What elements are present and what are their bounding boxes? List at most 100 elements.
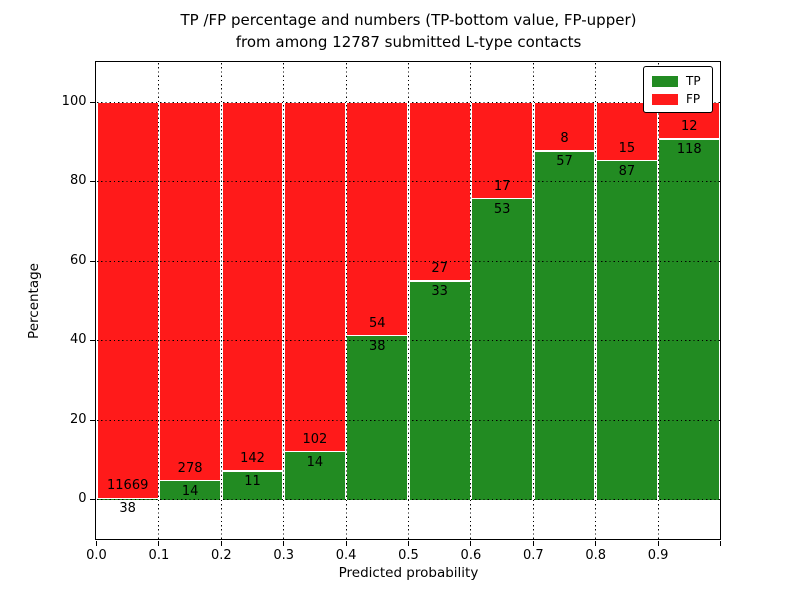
x-tick-label: 0.5 — [398, 547, 419, 563]
x-tick-label: 0.0 — [86, 547, 107, 563]
bar-edge-boundary — [283, 451, 347, 453]
bar-segment-tp — [408, 281, 471, 500]
bar-label-tp: 11 — [244, 474, 261, 490]
x-tick-mark — [345, 541, 347, 546]
x-axis-label: Predicted probability — [338, 565, 479, 581]
bar-segment-fp — [533, 102, 596, 152]
y-tick-mark — [90, 181, 95, 183]
bar-edge-boundary — [158, 479, 222, 482]
x-tick-label: 0.9 — [647, 547, 669, 563]
bar-edge-right — [531, 102, 534, 500]
gridline-vertical — [407, 62, 410, 540]
bar-edge-boundary — [408, 280, 471, 282]
x-tick-mark — [719, 541, 722, 546]
bar-edge-right — [469, 102, 471, 500]
bar-edge-right — [282, 102, 284, 500]
x-tick-label: 0.1 — [148, 547, 170, 563]
gridline-vertical — [470, 62, 472, 540]
y-tick-mark — [90, 101, 95, 103]
bar-label-tp: 118 — [676, 141, 702, 157]
bar-edge-left — [408, 102, 410, 500]
bar-segment-fp — [96, 102, 159, 499]
x-tick-label: 0.7 — [522, 547, 544, 563]
gridline-vertical — [345, 62, 347, 540]
bar-segment-fp — [408, 102, 471, 282]
bar-segment-fp — [158, 102, 222, 481]
x-tick-mark — [95, 541, 98, 546]
bar-label-tp: 87 — [618, 163, 636, 179]
gridline-vertical — [220, 62, 222, 540]
y-tick-mark — [90, 340, 95, 342]
gridline-vertical — [595, 62, 597, 540]
legend-item-fp: FP — [652, 90, 712, 108]
bar-edge-left — [595, 102, 598, 500]
bar-label-tp: 14 — [306, 454, 324, 470]
x-tick-mark — [283, 541, 285, 546]
bar-edge-right — [157, 102, 159, 500]
x-tick-label: 0.8 — [585, 547, 607, 563]
legend-swatch-tp — [652, 75, 678, 87]
bar-label-fp: 11669 — [107, 478, 149, 494]
chart-title-line1: TP /FP percentage and numbers (TP-bottom… — [180, 11, 637, 29]
bar-edge-right — [407, 102, 409, 500]
legend-label: TP — [686, 74, 701, 88]
bar-edge-boundary — [470, 198, 534, 200]
bar-edge-boundary — [533, 150, 596, 152]
bar-label-fp: 142 — [240, 451, 265, 467]
gridline-vertical — [283, 62, 285, 540]
bar-segment-tp — [346, 335, 409, 500]
bar-edge-boundary — [658, 138, 721, 140]
y-tick-label: 0 — [78, 491, 87, 507]
bar-segment-tp — [221, 471, 284, 500]
bar-label-tp: 38 — [369, 338, 386, 354]
bar-segment-tp — [470, 198, 534, 500]
bar-segment-fp — [470, 102, 534, 199]
bar-edge-left — [533, 102, 535, 500]
bar-segment-tp — [283, 451, 347, 500]
bar-edge-boundary — [346, 334, 409, 337]
legend-item-tp: TP — [652, 72, 712, 90]
y-tick-label: 20 — [69, 411, 87, 427]
chart-title-line2: from among 12787 submitted L-type contac… — [235, 33, 582, 51]
y-axis-label: Percentage — [26, 263, 42, 339]
bar-label-tp: 33 — [431, 284, 448, 300]
bar-label-fp: 17 — [493, 178, 511, 194]
bar-edge-left — [470, 102, 473, 500]
bar-label-fp: 8 — [560, 131, 569, 147]
bar-edge-boundary — [595, 160, 659, 162]
bar-edge-right — [344, 102, 347, 500]
x-tick-mark — [158, 541, 160, 546]
bar-edge-left — [158, 102, 161, 500]
bar-segment-tp — [658, 138, 721, 500]
gridline-vertical — [158, 62, 160, 540]
x-tick-mark — [657, 541, 659, 546]
x-tick-mark — [532, 541, 534, 546]
bar-edge-left — [658, 102, 660, 500]
bar-segment-fp — [346, 102, 409, 336]
bar-label-tp: 53 — [493, 201, 511, 217]
bar-edge-left — [346, 102, 348, 500]
legend-swatch-fp — [652, 93, 678, 105]
x-tick-label: 0.3 — [273, 547, 295, 563]
bar-label-tp: 57 — [556, 154, 573, 170]
x-tick-label: 0.6 — [460, 547, 482, 563]
gridline-vertical — [532, 62, 534, 540]
bar-segment-fp — [283, 102, 347, 452]
bar-edge-right — [656, 102, 659, 500]
y-tick-mark — [90, 260, 95, 262]
bar-label-tp: 38 — [119, 501, 136, 517]
x-tick-mark — [470, 541, 472, 546]
y-tick-label: 60 — [69, 252, 87, 268]
bar-label-tp: 14 — [181, 483, 199, 499]
bar-edge-left — [221, 102, 223, 500]
x-tick-mark — [220, 541, 222, 546]
y-axis-label-container: Percentage — [24, 61, 44, 541]
bar-label-fp: 54 — [369, 315, 386, 331]
bar-edge-boundary — [221, 470, 284, 472]
x-tick-label: 0.4 — [335, 547, 357, 563]
y-tick-mark — [90, 499, 95, 501]
bar-label-fp: 27 — [431, 261, 448, 277]
bar-segment-tp — [158, 480, 222, 500]
y-tick-mark — [90, 419, 95, 421]
